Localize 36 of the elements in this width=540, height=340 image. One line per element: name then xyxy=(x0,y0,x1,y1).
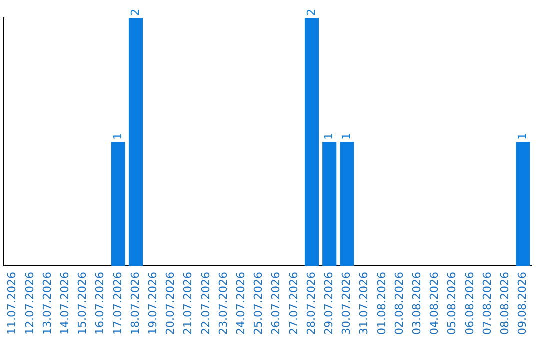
data-label: 1 xyxy=(111,133,124,140)
x-tick-label: 16.07.2026 xyxy=(94,272,107,336)
x-tick-label: 21.07.2026 xyxy=(182,272,195,336)
data-label: 1 xyxy=(516,133,530,140)
x-tick-label: 09.08.2026 xyxy=(516,272,530,336)
data-label: 2 xyxy=(304,9,318,16)
x-tick-label: 11.07.2026 xyxy=(6,272,19,336)
x-tick-label: 19.07.2026 xyxy=(146,272,160,336)
x-tick-label: 03.08.2026 xyxy=(410,272,424,336)
x-tick-label: 18.07.2026 xyxy=(128,272,142,336)
x-tick-label: 07.08.2026 xyxy=(480,272,494,336)
x-tick-label: 15.07.2026 xyxy=(76,272,90,336)
x-tick-label: 06.08.2026 xyxy=(463,272,476,336)
data-label: 2 xyxy=(128,9,142,16)
x-tick-label: 08.08.2026 xyxy=(498,272,512,336)
x-tick-label: 01.08.2026 xyxy=(375,272,388,336)
x-tick-label: 17.07.2026 xyxy=(111,272,124,336)
x-tick-label: 04.08.2026 xyxy=(428,272,442,336)
x-tick-label: 02.08.2026 xyxy=(392,272,406,336)
x-tick-label: 05.08.2026 xyxy=(446,272,459,336)
x-tick-label: 26.07.2026 xyxy=(270,272,283,336)
data-label: 1 xyxy=(340,133,354,140)
x-tick-label: 31.07.2026 xyxy=(358,272,371,336)
x-tick-label: 13.07.2026 xyxy=(40,272,54,336)
x-tick-label: 27.07.2026 xyxy=(287,272,300,336)
x-tick-label: 28.07.2026 xyxy=(304,272,318,336)
x-tick-label: 25.07.2026 xyxy=(252,272,266,336)
data-label: 1 xyxy=(322,133,336,140)
x-tick-label: 30.07.2026 xyxy=(340,272,354,336)
x-tick-label: 14.07.2026 xyxy=(58,272,72,336)
x-tick-label: 22.07.2026 xyxy=(199,272,212,336)
x-tick-label: 12.07.2026 xyxy=(23,272,36,336)
x-tick-label: 24.07.2026 xyxy=(234,272,248,336)
x-tick-label: 23.07.2026 xyxy=(216,272,230,336)
x-tick-label: 20.07.2026 xyxy=(164,272,178,336)
x-tick-label: 29.07.2026 xyxy=(322,272,336,336)
